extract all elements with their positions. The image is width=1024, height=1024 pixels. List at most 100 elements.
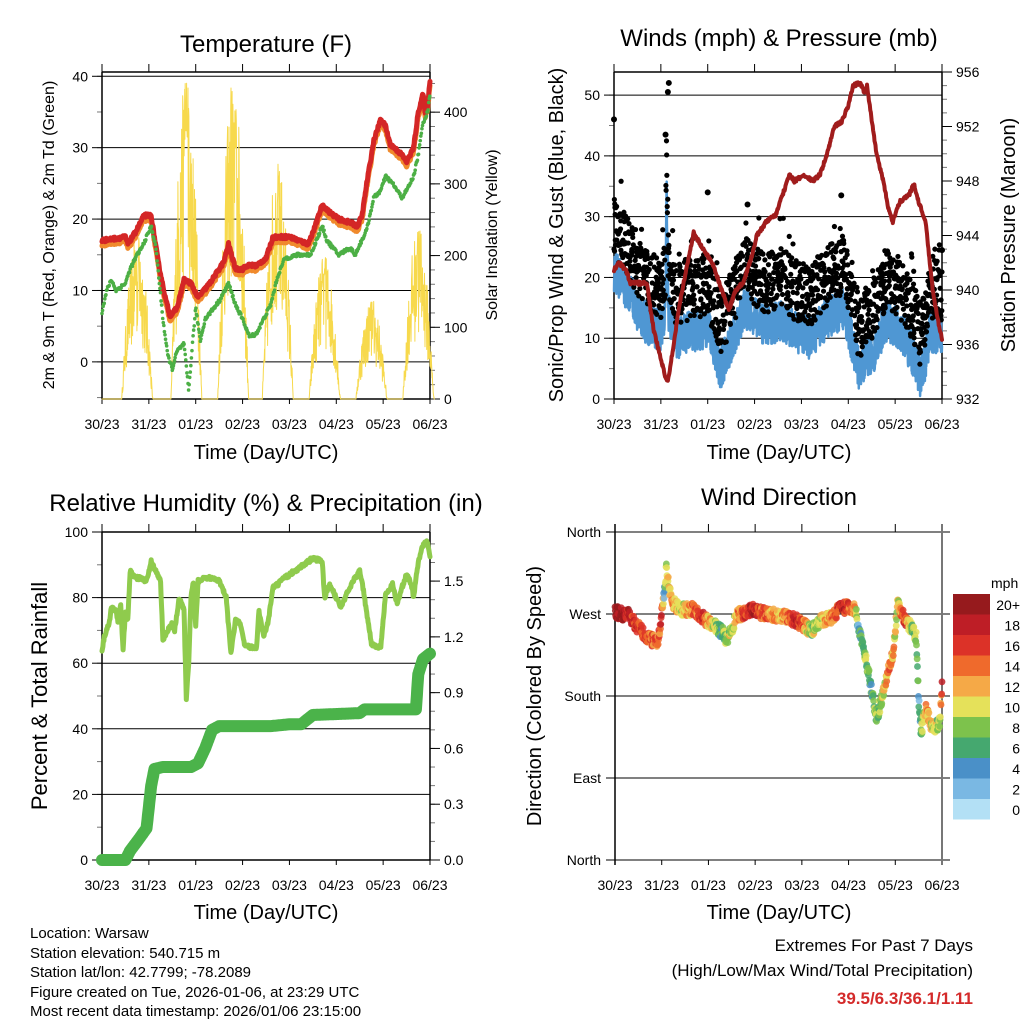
winds-ylabel: Sonic/Prop Wind & Gust (Blue, Black) <box>546 68 568 403</box>
dewpoint-point <box>241 317 245 321</box>
dewpoint-point <box>191 328 196 332</box>
wind-gust-point <box>772 303 778 309</box>
wind-gust-point <box>841 240 847 247</box>
total-precipitation-line <box>96 647 436 866</box>
wind-direction-point <box>889 652 897 659</box>
wind-direction-x-tick-label: 03/23 <box>784 877 819 893</box>
dewpoint-point <box>188 370 193 374</box>
wind-gust-point <box>687 313 694 319</box>
dewpoint-point <box>151 236 156 241</box>
dewpoint-point <box>155 259 159 263</box>
dewpoint-point <box>189 356 194 360</box>
winds-y-right-tick-label: 940 <box>956 282 980 298</box>
winds-y-right-tick-label: 932 <box>956 391 980 407</box>
wind-gust-point <box>637 285 643 292</box>
wind-gust-point <box>922 336 928 343</box>
wind-gust-point <box>838 284 844 290</box>
wind-gust-point <box>874 324 880 331</box>
humidity-y-right-tick-label: 1.5 <box>444 573 464 589</box>
wind-gust-point <box>708 290 714 296</box>
wind-gust-point <box>749 296 755 302</box>
wind-gust-outlier-point <box>662 131 669 138</box>
wind-gust-point <box>766 272 772 278</box>
wind-gust-point <box>859 344 865 350</box>
wind-gust-point <box>934 258 940 264</box>
wind-direction-point <box>656 630 664 638</box>
wind-direction-point <box>915 697 923 705</box>
temperature-y-right-tick-label: 100 <box>444 319 468 335</box>
humidity-x-tick-label: 31/23 <box>131 877 166 893</box>
dewpoint-point <box>159 303 164 307</box>
wind-gust-point <box>782 266 788 272</box>
colorbar-swatch <box>953 676 990 697</box>
dewpoint-point <box>158 290 163 295</box>
wind-direction-point <box>918 728 926 735</box>
dewpoint-point <box>321 224 325 229</box>
wind-gust-point <box>812 317 818 323</box>
wind-gust-point <box>774 292 780 298</box>
wind-gust-point <box>854 337 860 344</box>
wind-direction-ylabel: Direction (Colored By Speed) <box>524 566 546 826</box>
winds-x-tick-label: 31/23 <box>643 416 678 432</box>
wind-gust-point <box>718 348 724 355</box>
wind-direction-point <box>890 643 898 651</box>
winds-title: Winds (mph) & Pressure (mb) <box>620 25 937 52</box>
dewpoint-point <box>130 264 135 269</box>
wind-gust-point <box>611 248 618 254</box>
wind-direction-point <box>658 611 665 619</box>
winds-x-tick-label: 06/23 <box>924 416 959 432</box>
wind-gust-point <box>896 259 903 265</box>
wind-gust-point <box>838 289 844 295</box>
dewpoint-point <box>184 364 189 368</box>
dewpoint-point <box>417 143 422 147</box>
dewpoint-point <box>268 304 273 308</box>
winds-xlabel: Time (Day/UTC) <box>707 442 852 464</box>
dewpoint-point <box>159 299 163 303</box>
winds-y-tick-label: 10 <box>584 330 600 346</box>
wind-gust-point <box>678 319 684 325</box>
wind-gust-point <box>829 241 835 247</box>
wind-gust-point <box>900 300 906 307</box>
wind-gust-point <box>778 283 784 289</box>
wind-gust-point <box>917 361 923 367</box>
winds-y-tick-label: 20 <box>584 269 600 285</box>
winds-y-tick-label: 50 <box>584 87 600 103</box>
dewpoint-point <box>105 288 109 292</box>
wind-gust-point <box>745 255 751 261</box>
wind-gust-point <box>913 288 919 294</box>
humidity-y-tick-label: 40 <box>72 721 88 737</box>
wind-gust-point <box>917 349 924 355</box>
humidity-y-right-tick-label: 0.0 <box>444 852 464 868</box>
wind-gust-point <box>625 216 631 222</box>
dewpoint-point <box>153 239 157 244</box>
dewpoint-point <box>107 283 112 288</box>
wind-gust-point <box>849 273 855 280</box>
wind-gust-point <box>835 275 841 281</box>
dewpoint-point <box>391 181 396 185</box>
wind-gust-point <box>816 276 822 282</box>
dewpoint-point <box>156 268 161 273</box>
wind-gust-point <box>709 319 716 326</box>
footer-created: Figure created on Tue, 2026-01-06, at 23… <box>30 984 360 1001</box>
wind-gust-point <box>814 287 821 293</box>
wind-gust-point <box>633 275 639 281</box>
wind-gust-point <box>740 253 746 259</box>
dewpoint-point <box>370 205 374 209</box>
wind-gust-point <box>798 276 804 282</box>
wind-gust-point <box>670 227 676 234</box>
temperature-x-tick-label: 31/23 <box>131 416 166 432</box>
wind-gust-point <box>853 322 860 328</box>
wind-gust-point <box>691 301 697 307</box>
temperature-y-tick-label: 10 <box>72 282 88 298</box>
dewpoint-point <box>417 146 421 150</box>
wind-gust-point <box>783 284 789 290</box>
wind-gust-point <box>779 291 786 298</box>
wind-gust-point <box>904 271 910 277</box>
colorbar-label: 16 <box>1004 638 1020 654</box>
dewpoint-point <box>270 296 275 301</box>
dewpoint-point <box>157 281 162 286</box>
wind-gust-point <box>831 223 838 230</box>
dewpoint-point <box>323 234 328 239</box>
colorbar-swatch <box>953 696 990 717</box>
wind-gust-outlier-point <box>838 192 845 199</box>
